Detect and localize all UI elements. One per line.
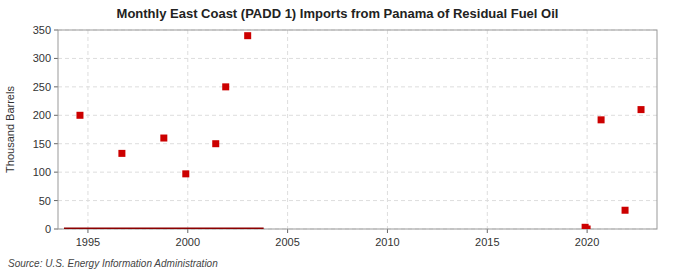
x-tick-label: 2010	[375, 236, 399, 248]
y-tick	[54, 229, 58, 230]
x-tick-label: 2000	[176, 236, 200, 248]
y-axis-label: Thousand Barrels	[4, 86, 16, 173]
x-tick	[87, 229, 88, 233]
y-tick-label: 250	[33, 81, 51, 93]
chart: Monthly East Coast (PADD 1) Imports from…	[0, 0, 675, 275]
y-grid-line	[58, 115, 657, 116]
y-tick	[54, 86, 58, 87]
y-tick-label: 200	[33, 109, 51, 121]
title: Monthly East Coast (PADD 1) Imports from…	[117, 6, 559, 21]
x-grid-line	[187, 30, 188, 229]
x-tick-label: 2015	[475, 236, 499, 248]
y-tick	[54, 30, 58, 31]
source-note: Source: U.S. Energy Information Administ…	[8, 258, 218, 269]
y-grid-line	[58, 143, 657, 144]
x-tick-label: 2005	[275, 236, 299, 248]
scatter-point	[160, 135, 167, 142]
x-tick	[287, 229, 288, 233]
x-tick-label: 2020	[575, 236, 599, 248]
x-grid-line	[487, 30, 488, 229]
y-tick	[54, 200, 58, 201]
y-tick-label: 50	[39, 195, 51, 207]
y-grid-line	[58, 86, 657, 87]
scatter-point	[222, 83, 229, 90]
scatter-point	[76, 112, 83, 119]
y-tick-label: 300	[33, 52, 51, 64]
x-tick-label: 1995	[76, 236, 100, 248]
x-tick	[487, 229, 488, 233]
scatter-point	[638, 106, 645, 113]
marks	[64, 32, 645, 229]
grid	[58, 30, 657, 229]
y-tick	[54, 115, 58, 116]
scatter-point	[584, 226, 591, 230]
y-tick-label: 100	[33, 166, 51, 178]
y-grid-line	[58, 200, 657, 201]
y-tick-label: 350	[33, 24, 51, 36]
y-tick	[54, 143, 58, 144]
x-grid-line	[587, 30, 588, 229]
scatter-point	[598, 116, 605, 123]
scatter-point	[118, 150, 125, 157]
scatter-point	[244, 32, 251, 39]
y-grid-line	[58, 58, 657, 59]
x-grid-line	[287, 30, 288, 229]
scatter-point	[182, 170, 189, 177]
y-tick-label: 150	[33, 138, 51, 150]
y-grid-line	[58, 172, 657, 173]
y-tick-label: 0	[45, 223, 51, 235]
x-tick	[387, 229, 388, 233]
scatter-point	[622, 207, 629, 214]
x-tick	[587, 229, 588, 233]
x-tick	[187, 229, 188, 233]
y-tick	[54, 172, 58, 173]
plot-frame	[58, 30, 657, 229]
x-grid-line	[87, 30, 88, 229]
x-grid-line	[387, 30, 388, 229]
scatter-point	[212, 140, 219, 147]
chart-container: Monthly East Coast (PADD 1) Imports from…	[0, 0, 675, 275]
y-tick	[54, 58, 58, 59]
zero-line	[64, 228, 264, 230]
axes: 0 50 100 150 200 250 300 350 1995 2000 2005 2010 201…	[33, 24, 657, 248]
